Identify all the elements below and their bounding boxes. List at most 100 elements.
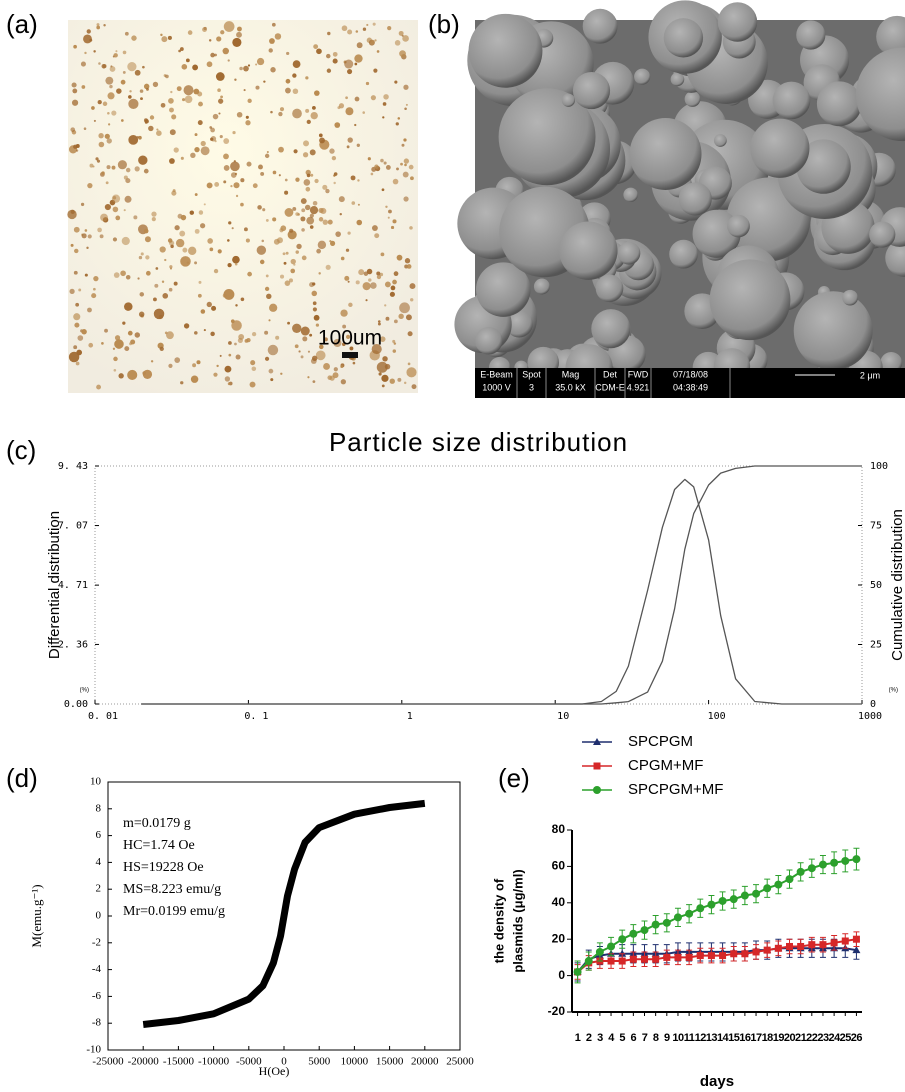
particle — [105, 134, 110, 139]
particle — [139, 256, 142, 259]
y2-tick-label: 0 — [870, 699, 876, 710]
particle — [223, 138, 229, 144]
particle — [275, 33, 281, 39]
particle — [231, 172, 237, 178]
particle — [368, 278, 371, 281]
particle — [266, 219, 269, 222]
particle — [139, 312, 144, 317]
particle — [107, 112, 110, 115]
particle — [313, 380, 316, 383]
particle — [223, 289, 234, 300]
particle — [182, 248, 187, 253]
particle — [265, 154, 269, 158]
particle — [391, 226, 394, 229]
particle — [161, 103, 166, 108]
particle — [404, 164, 407, 167]
info-text: FWD — [628, 369, 649, 379]
particle — [152, 217, 156, 221]
x-tick-label: 1 — [575, 1032, 581, 1044]
particle — [144, 229, 149, 234]
particle — [310, 149, 316, 155]
particle — [107, 165, 111, 169]
particle — [303, 140, 309, 146]
particle — [583, 9, 618, 44]
particle — [392, 219, 396, 223]
particle — [250, 360, 255, 365]
particle — [138, 156, 147, 165]
particle — [319, 137, 325, 143]
particle — [237, 27, 242, 32]
particle — [371, 173, 374, 176]
particle — [122, 237, 130, 245]
marker — [819, 941, 826, 948]
particle — [293, 149, 297, 153]
particle — [113, 196, 117, 200]
particle — [596, 275, 624, 303]
particle — [100, 214, 108, 222]
particle — [366, 24, 368, 26]
particle — [228, 341, 232, 345]
particle — [182, 64, 188, 70]
particle — [199, 210, 203, 214]
particle — [174, 357, 180, 363]
particle — [301, 327, 310, 336]
particle — [146, 88, 149, 91]
particle — [192, 363, 196, 367]
particle — [73, 313, 80, 320]
particle — [333, 59, 338, 64]
particle — [190, 153, 195, 158]
particle — [617, 242, 640, 265]
particle — [388, 210, 392, 214]
particle — [305, 76, 308, 79]
particle — [269, 48, 273, 52]
particle — [327, 32, 330, 35]
particle — [269, 38, 275, 44]
particle — [73, 45, 77, 49]
y-axis-label: plasmids (μg/ml) — [510, 869, 525, 972]
y-tick-label: 60 — [552, 859, 566, 873]
particle — [377, 362, 388, 373]
particle — [262, 240, 265, 243]
marker — [730, 895, 738, 903]
particle — [82, 85, 86, 89]
particle — [213, 114, 219, 120]
unit-label: (%) — [80, 688, 89, 694]
particle — [86, 247, 88, 249]
particle — [220, 95, 223, 98]
particle — [198, 120, 203, 125]
particle — [180, 381, 183, 384]
particle — [177, 86, 182, 91]
particle — [240, 178, 244, 182]
particle — [207, 238, 213, 244]
particle — [121, 80, 126, 85]
particle — [191, 375, 198, 382]
particle — [137, 136, 139, 138]
particle — [255, 64, 257, 66]
particle — [334, 122, 340, 128]
particle — [710, 259, 791, 340]
particle — [384, 304, 386, 306]
particle — [209, 39, 211, 41]
particle — [307, 174, 311, 178]
particle — [340, 309, 347, 316]
particle — [98, 100, 102, 104]
particle — [207, 302, 212, 307]
particle — [76, 150, 78, 152]
particle — [386, 317, 390, 321]
particle — [115, 216, 120, 221]
particle — [199, 281, 202, 284]
particle — [263, 80, 265, 82]
x-tick-label: 12 — [695, 1032, 707, 1044]
x-tick-label: 6 — [631, 1032, 637, 1044]
particle — [171, 114, 176, 119]
particle — [247, 272, 252, 277]
particle — [164, 259, 166, 261]
particle — [475, 327, 503, 355]
particle — [718, 2, 757, 41]
particle — [133, 215, 137, 219]
y-tick-label: 40 — [552, 895, 566, 909]
particle — [301, 198, 307, 204]
particle — [81, 62, 86, 67]
particle — [406, 314, 412, 320]
x-tick-label: 23 — [817, 1032, 829, 1044]
